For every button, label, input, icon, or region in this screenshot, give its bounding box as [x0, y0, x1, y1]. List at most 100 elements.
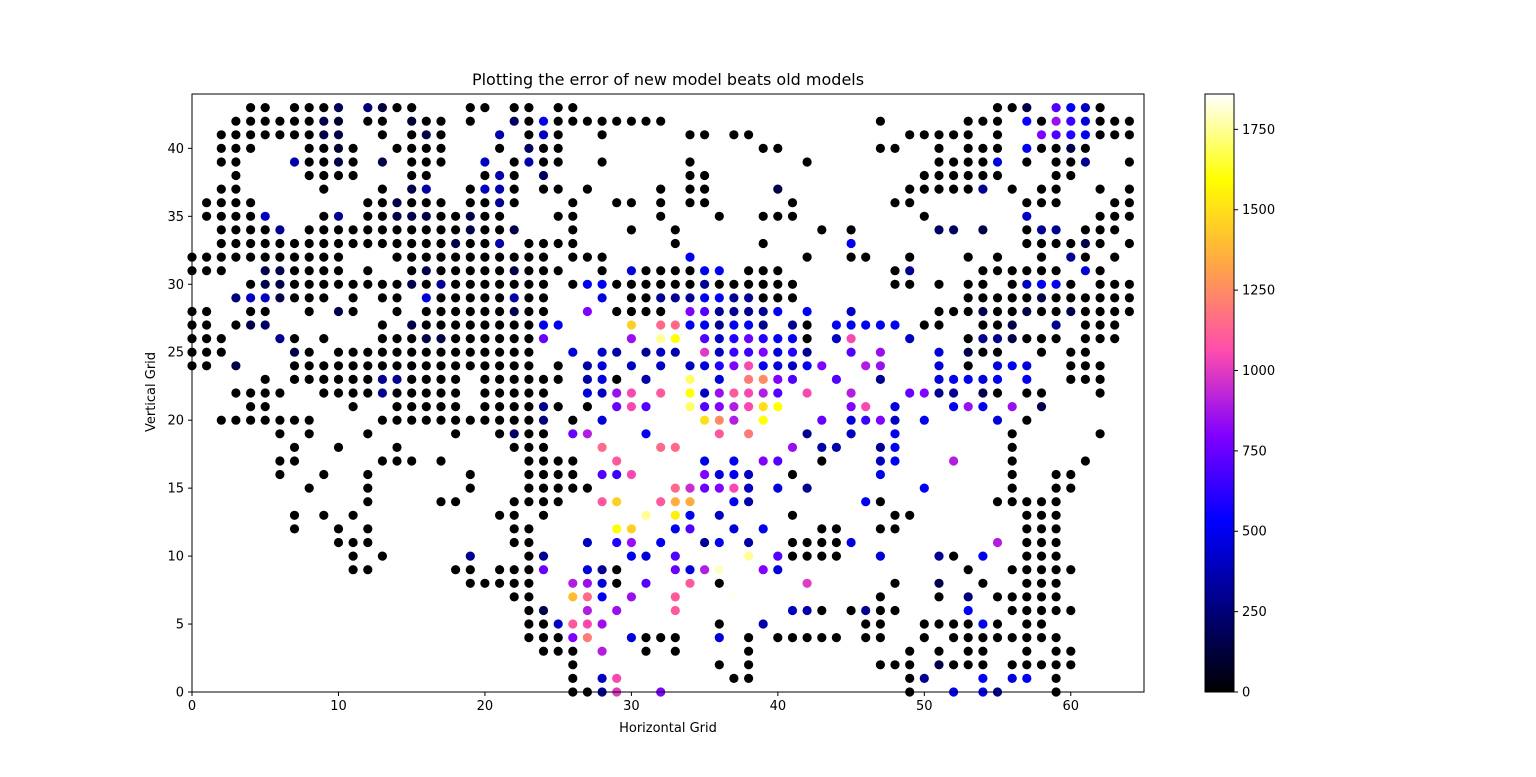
data-point	[495, 334, 505, 344]
data-point	[934, 306, 944, 317]
data-point	[1036, 293, 1047, 303]
data-point	[407, 361, 417, 371]
data-point	[407, 116, 417, 126]
data-point	[831, 320, 842, 330]
data-point	[1124, 116, 1134, 126]
data-point	[744, 293, 754, 303]
data-point	[817, 633, 827, 643]
data-point	[363, 374, 373, 384]
data-point	[1110, 320, 1120, 330]
data-point	[465, 320, 475, 330]
data-point	[1051, 103, 1061, 113]
data-point	[553, 361, 563, 371]
data-point	[509, 279, 519, 289]
data-point	[524, 429, 534, 439]
data-point	[436, 143, 446, 153]
data-point	[1110, 130, 1120, 140]
data-point	[1022, 660, 1032, 670]
data-point	[1110, 252, 1120, 262]
data-point	[246, 103, 256, 113]
data-point	[919, 633, 929, 643]
data-point	[451, 347, 461, 357]
data-point	[992, 415, 1003, 425]
data-point	[1124, 293, 1134, 303]
data-point	[231, 320, 241, 330]
data-point	[714, 388, 724, 398]
data-point	[978, 660, 988, 670]
data-point	[304, 103, 314, 113]
data-point	[333, 266, 344, 276]
data-point	[363, 347, 373, 357]
data-point	[670, 551, 680, 561]
data-point	[524, 578, 534, 588]
data-point	[1124, 157, 1134, 167]
data-point	[582, 402, 593, 412]
data-point	[538, 374, 549, 384]
data-point	[802, 306, 812, 317]
data-point	[978, 320, 988, 330]
data-point	[949, 388, 959, 398]
data-point	[729, 483, 739, 493]
data-point	[538, 646, 549, 656]
data-point	[553, 497, 563, 507]
data-point	[524, 130, 534, 140]
data-point	[758, 524, 768, 534]
data-point	[612, 456, 622, 466]
data-point	[817, 456, 827, 466]
data-point	[656, 537, 666, 548]
data-point	[1051, 306, 1061, 317]
colorbar-tick-label: 0	[1242, 686, 1250, 701]
data-point	[495, 306, 505, 317]
data-point	[787, 551, 798, 561]
data-point	[992, 157, 1003, 167]
data-point	[978, 225, 988, 235]
data-point	[377, 238, 387, 249]
data-point	[407, 320, 417, 330]
data-point	[612, 469, 622, 480]
data-point	[553, 130, 563, 140]
data-point	[905, 673, 915, 684]
data-point	[656, 361, 666, 371]
data-point	[1022, 116, 1032, 126]
data-point	[787, 537, 798, 548]
data-point	[319, 143, 329, 153]
data-point	[216, 211, 226, 221]
data-point	[685, 497, 695, 507]
data-point	[216, 238, 226, 249]
data-point	[963, 334, 973, 344]
data-point	[1036, 388, 1047, 398]
data-point	[992, 170, 1003, 181]
data-point	[231, 388, 241, 398]
data-point	[465, 211, 475, 221]
data-point	[436, 293, 446, 303]
data-point	[905, 660, 915, 670]
data-point	[1007, 103, 1017, 113]
data-point	[568, 429, 578, 439]
data-point	[949, 551, 959, 561]
data-point	[231, 361, 241, 371]
data-point	[495, 211, 505, 221]
data-point	[363, 388, 373, 398]
y-tick-label: 0	[176, 686, 184, 701]
data-point	[1095, 116, 1105, 126]
data-point	[1066, 130, 1076, 140]
data-point	[1095, 334, 1105, 344]
data-point	[626, 361, 637, 371]
data-point	[509, 293, 519, 303]
data-point	[495, 238, 505, 249]
data-point	[1080, 238, 1090, 249]
data-point	[246, 198, 256, 208]
data-point	[861, 633, 871, 643]
data-point	[656, 293, 666, 303]
data-point	[992, 361, 1003, 371]
data-point	[421, 211, 431, 221]
data-point	[934, 347, 944, 357]
data-point	[597, 415, 607, 425]
data-point	[202, 334, 212, 344]
data-point	[436, 279, 446, 289]
data-point	[1051, 334, 1061, 344]
data-point	[685, 198, 695, 208]
data-point	[875, 497, 886, 507]
data-point	[304, 157, 314, 167]
data-point	[348, 293, 358, 303]
